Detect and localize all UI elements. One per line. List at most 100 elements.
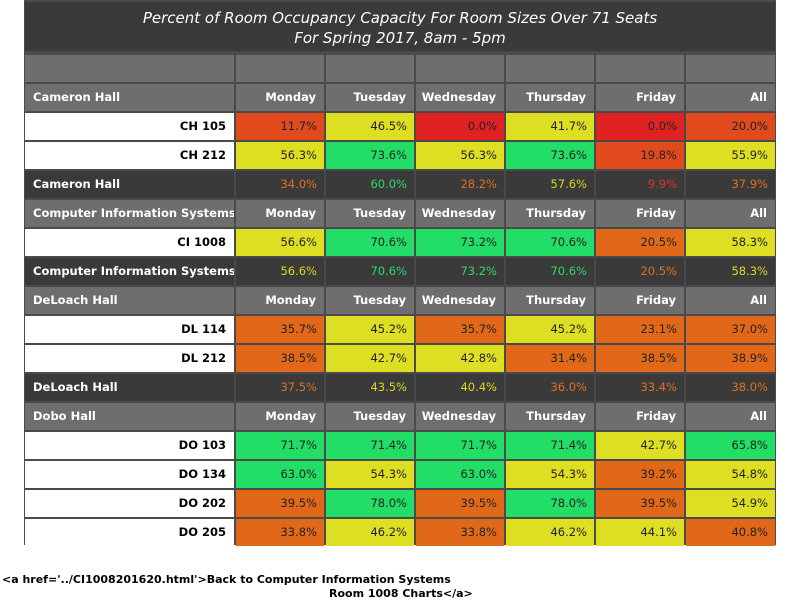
blank-header-cell (596, 55, 684, 82)
room-name: DO 202 (25, 490, 234, 517)
group-header-name: Dobo Hall (25, 403, 234, 430)
column-header-all: All (686, 287, 775, 314)
occupancy-value-cell: 20.0% (686, 113, 775, 140)
column-header-friday: Friday (596, 287, 684, 314)
occupancy-value-cell: 71.7% (416, 432, 504, 459)
occupancy-value-cell: 39.2% (596, 461, 684, 488)
occupancy-value-cell: 55.9% (686, 142, 775, 169)
occupancy-value-cell: 42.8% (416, 345, 504, 372)
room-name: CH 105 (25, 113, 234, 140)
column-header-monday: Monday (236, 84, 324, 111)
column-header-thursday: Thursday (506, 287, 594, 314)
occupancy-value-cell: 71.4% (506, 432, 594, 459)
summary-value-cell: 58.3% (686, 258, 775, 285)
title-line-1: Percent of Room Occupancy Capacity For R… (142, 9, 658, 27)
summary-value-cell: 36.0% (506, 374, 594, 401)
occupancy-value-cell: 65.8% (686, 432, 775, 459)
blank-header-cell (686, 55, 775, 82)
occupancy-value-cell: 33.8% (416, 519, 504, 546)
room-name: CI 1008 (25, 229, 234, 256)
occupancy-value-cell: 73.6% (506, 142, 594, 169)
occupancy-value-cell: 23.1% (596, 316, 684, 343)
room-name: DL 212 (25, 345, 234, 372)
blank-header-cell (25, 55, 234, 82)
summary-value-cell: 43.5% (326, 374, 414, 401)
column-header-friday: Friday (596, 84, 684, 111)
occupancy-value-cell: 19.8% (596, 142, 684, 169)
occupancy-value-cell: 35.7% (236, 316, 324, 343)
occupancy-value-cell: 71.7% (236, 432, 324, 459)
occupancy-value-cell: 54.8% (686, 461, 775, 488)
room-name: DO 134 (25, 461, 234, 488)
blank-header-cell (326, 55, 414, 82)
column-header-thursday: Thursday (506, 403, 594, 430)
occupancy-value-cell: 44.1% (596, 519, 684, 546)
occupancy-value-cell: 42.7% (596, 432, 684, 459)
occupancy-value-cell: 45.2% (506, 316, 594, 343)
occupancy-value-cell: 46.2% (506, 519, 594, 546)
occupancy-value-cell: 70.6% (506, 229, 594, 256)
summary-value-cell: 20.5% (596, 258, 684, 285)
group-summary-name: Computer Information Systems (25, 258, 234, 285)
column-header-tuesday: Tuesday (326, 403, 414, 430)
summary-value-cell: 28.2% (416, 171, 504, 198)
summary-value-cell: 70.6% (326, 258, 414, 285)
column-header-wednesday: Wednesday (416, 287, 504, 314)
room-name: DO 205 (25, 519, 234, 546)
column-header-wednesday: Wednesday (416, 403, 504, 430)
occupancy-value-cell: 70.6% (326, 229, 414, 256)
footer-line-2[interactable]: Room 1008 Charts</a> (329, 587, 473, 600)
summary-value-cell: 38.0% (686, 374, 775, 401)
summary-value-cell: 56.6% (236, 258, 324, 285)
occupancy-value-cell: 71.4% (326, 432, 414, 459)
column-header-tuesday: Tuesday (326, 200, 414, 227)
occupancy-value-cell: 33.8% (236, 519, 324, 546)
column-header-wednesday: Wednesday (416, 84, 504, 111)
summary-value-cell: 37.9% (686, 171, 775, 198)
column-header-thursday: Thursday (506, 84, 594, 111)
column-header-monday: Monday (236, 287, 324, 314)
occupancy-value-cell: 20.5% (596, 229, 684, 256)
occupancy-value-cell: 46.5% (326, 113, 414, 140)
occupancy-value-cell: 41.7% (506, 113, 594, 140)
column-header-all: All (686, 84, 775, 111)
occupancy-value-cell: 35.7% (416, 316, 504, 343)
footer-line-1[interactable]: <a href='../CI1008201620.html'>Back to C… (2, 573, 451, 586)
column-header-thursday: Thursday (506, 200, 594, 227)
occupancy-value-cell: 11.7% (236, 113, 324, 140)
occupancy-value-cell: 46.2% (326, 519, 414, 546)
group-summary-name: Cameron Hall (25, 171, 234, 198)
table-title: Percent of Room Occupancy Capacity For R… (25, 2, 775, 51)
occupancy-value-cell: 63.0% (416, 461, 504, 488)
occupancy-value-cell: 78.0% (326, 490, 414, 517)
group-header-name: DeLoach Hall (25, 287, 234, 314)
occupancy-value-cell: 54.3% (326, 461, 414, 488)
column-header-friday: Friday (596, 403, 684, 430)
group-header-name: Computer Information Systems (25, 200, 234, 227)
occupancy-value-cell: 58.3% (686, 229, 775, 256)
occupancy-value-cell: 38.5% (596, 345, 684, 372)
title-line-2: For Spring 2017, 8am - 5pm (294, 29, 506, 47)
occupancy-value-cell: 38.9% (686, 345, 775, 372)
occupancy-value-cell: 45.2% (326, 316, 414, 343)
occupancy-value-cell: 56.3% (416, 142, 504, 169)
summary-value-cell: 40.4% (416, 374, 504, 401)
occupancy-value-cell: 54.3% (506, 461, 594, 488)
room-name: DL 114 (25, 316, 234, 343)
occupancy-value-cell: 78.0% (506, 490, 594, 517)
occupancy-value-cell: 37.0% (686, 316, 775, 343)
occupancy-value-cell: 38.5% (236, 345, 324, 372)
occupancy-value-cell: 39.5% (596, 490, 684, 517)
occupancy-table: Percent of Room Occupancy Capacity For R… (24, 0, 776, 546)
occupancy-value-cell: 40.8% (686, 519, 775, 546)
column-header-wednesday: Wednesday (416, 200, 504, 227)
summary-value-cell: 34.0% (236, 171, 324, 198)
room-name: CH 212 (25, 142, 234, 169)
summary-value-cell: 73.2% (416, 258, 504, 285)
blank-header-cell (506, 55, 594, 82)
occupancy-value-cell: 73.6% (326, 142, 414, 169)
occupancy-value-cell: 0.0% (416, 113, 504, 140)
column-header-friday: Friday (596, 200, 684, 227)
summary-value-cell: 57.6% (506, 171, 594, 198)
column-header-all: All (686, 200, 775, 227)
